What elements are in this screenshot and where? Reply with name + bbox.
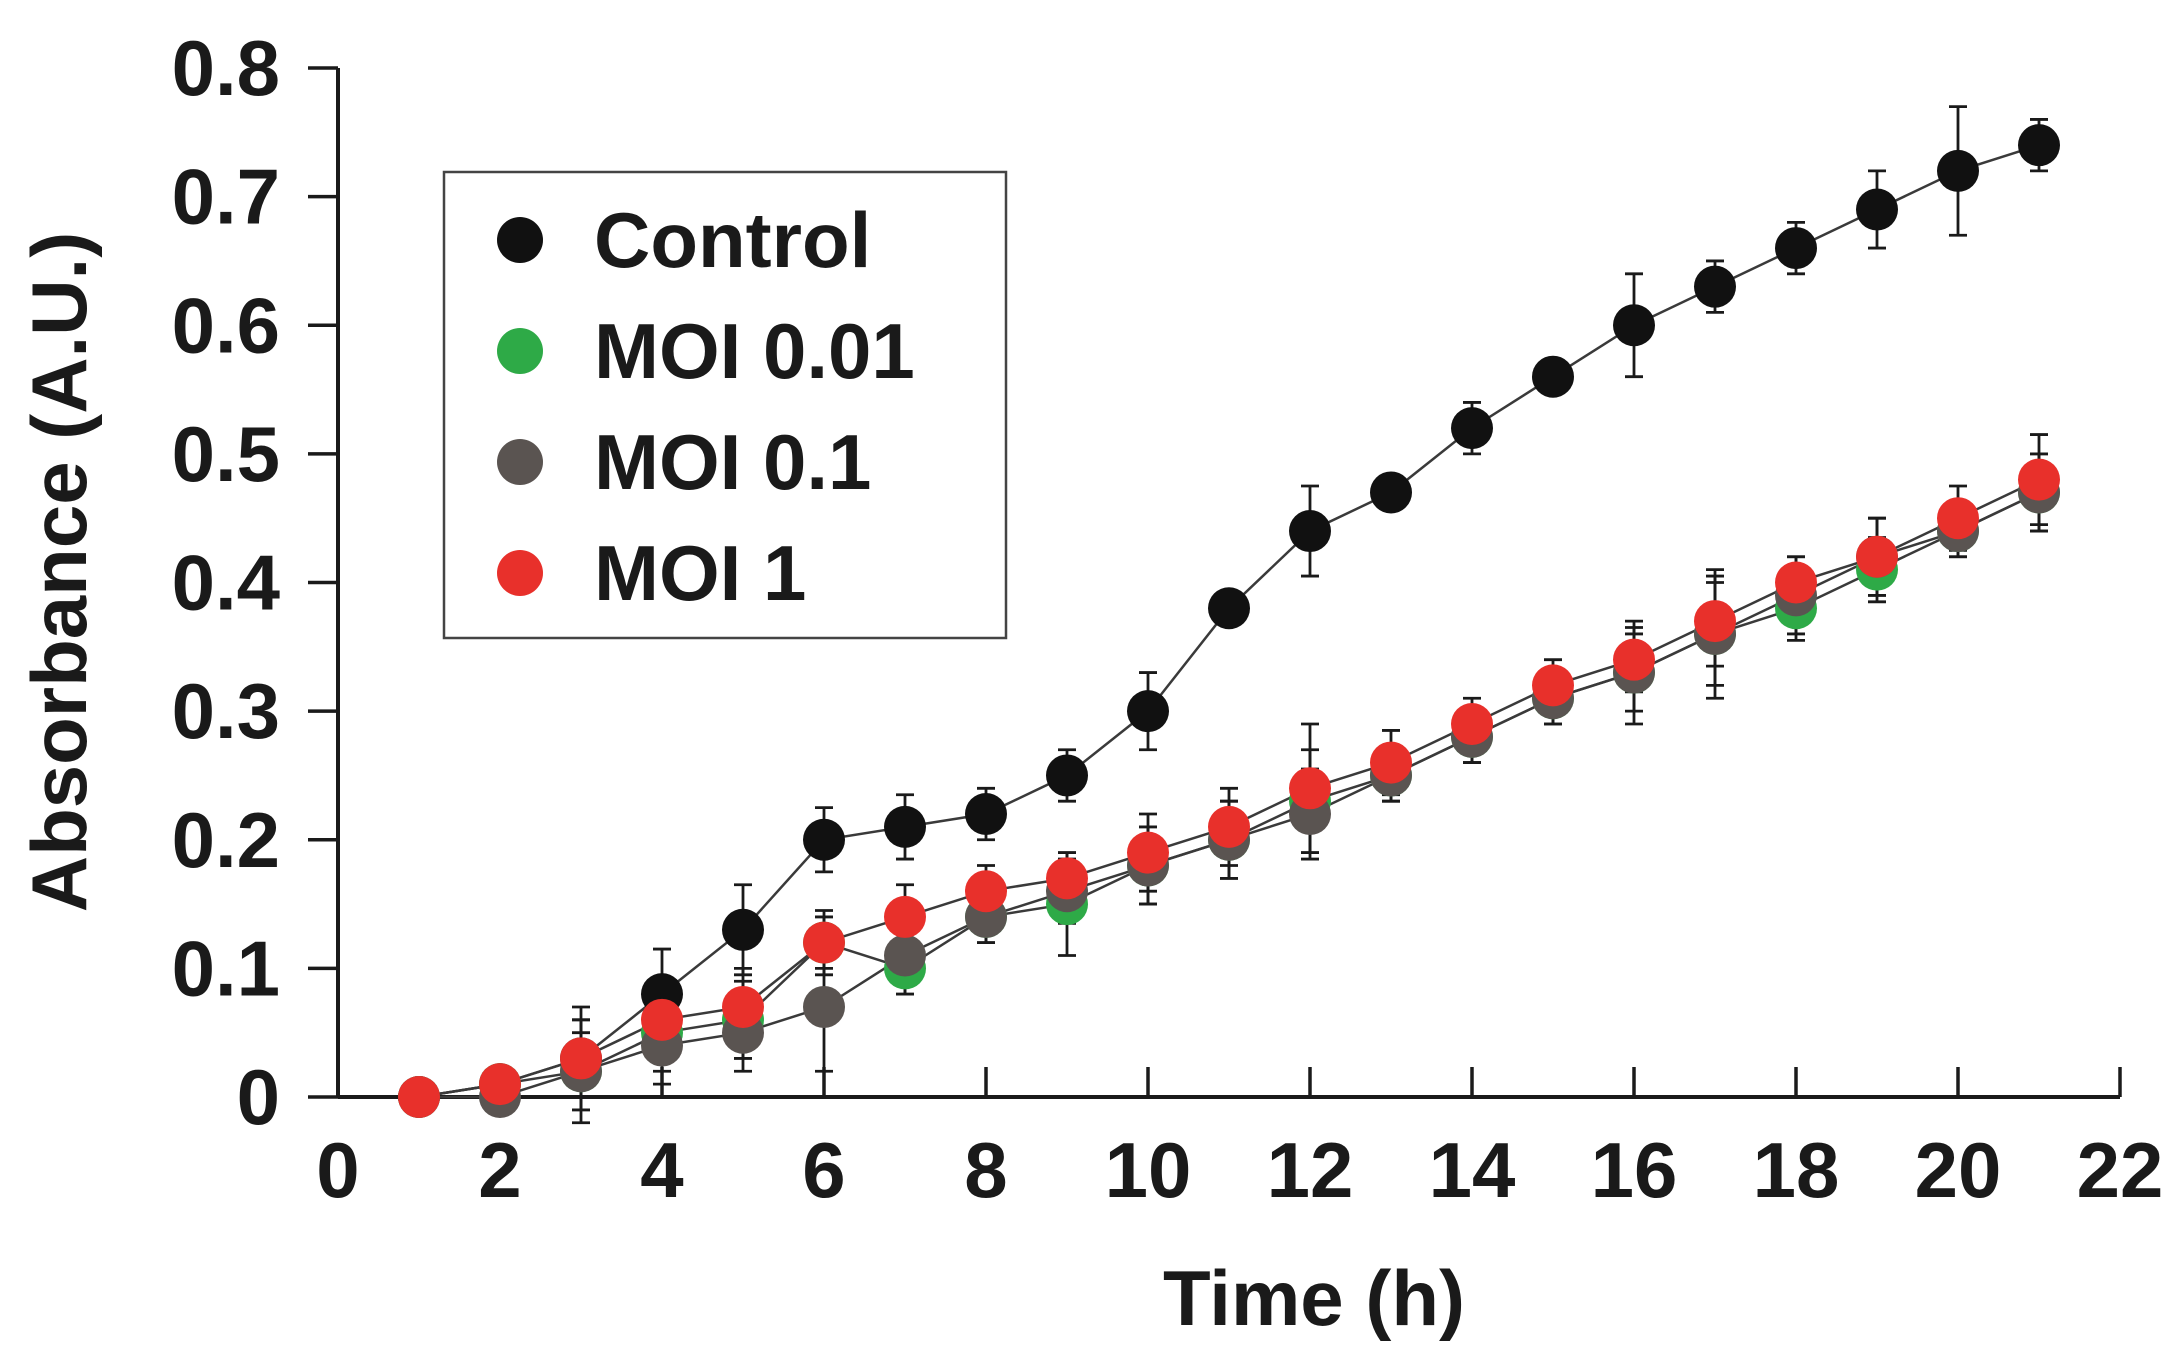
y-axis-title: Absorbance (A.U.) xyxy=(15,232,103,912)
point-control xyxy=(1451,407,1493,450)
x-tick-label: 10 xyxy=(1105,1126,1192,1214)
y-tick-label: 0.2 xyxy=(172,796,280,884)
point-moi-1 xyxy=(1289,767,1331,810)
x-tick-label: 14 xyxy=(1429,1126,1516,1214)
x-tick-label: 8 xyxy=(964,1126,1007,1214)
point-control xyxy=(1856,188,1898,231)
point-moi-1 xyxy=(1613,638,1655,681)
legend-label-moi-0-1: MOI 0.1 xyxy=(594,418,871,506)
point-moi-1 xyxy=(641,998,683,1041)
point-moi-1 xyxy=(398,1076,440,1118)
x-tick-label: 0 xyxy=(316,1126,359,1214)
point-control xyxy=(1289,510,1331,553)
point-control xyxy=(803,818,845,861)
point-control xyxy=(884,805,926,848)
y-tick-label: 0.8 xyxy=(172,24,280,112)
point-control xyxy=(1532,355,1574,398)
point-moi-1 xyxy=(965,870,1007,913)
point-control xyxy=(1937,149,1979,192)
point-control xyxy=(1046,754,1088,797)
point-moi-1 xyxy=(803,921,845,964)
point-control xyxy=(1127,690,1169,733)
point-control xyxy=(1370,471,1412,514)
data-points xyxy=(398,124,2060,1118)
point-moi-0-1 xyxy=(884,934,926,977)
point-moi-1 xyxy=(1208,805,1250,848)
point-moi-1 xyxy=(1775,561,1817,604)
point-control xyxy=(965,793,1007,836)
point-moi-1 xyxy=(1451,702,1493,745)
point-control xyxy=(1775,227,1817,270)
x-tick-label: 22 xyxy=(2077,1126,2164,1214)
point-moi-1 xyxy=(560,1037,602,1080)
point-control xyxy=(1613,304,1655,347)
axes: 0 2 4 6 8 10 12 14 16 18 20 22 0 0.1 0.2 0.3 0.4 0.5 0.6 0.… xyxy=(172,24,2164,1214)
legend-marker-moi-1 xyxy=(497,550,543,596)
legend: Control MOI 0.01 MOI 0.1 MOI 1 xyxy=(442,170,1008,640)
point-control xyxy=(722,908,764,951)
point-moi-1 xyxy=(884,895,926,938)
point-moi-1 xyxy=(1694,600,1736,643)
y-tick-label: 0.1 xyxy=(172,924,280,1012)
point-moi-1 xyxy=(1046,857,1088,900)
point-moi-1 xyxy=(1370,741,1412,784)
x-tick-label: 18 xyxy=(1753,1126,1840,1214)
point-moi-1 xyxy=(722,985,764,1028)
y-tick-label: 0.5 xyxy=(172,410,280,498)
legend-marker-moi-0-01 xyxy=(497,328,543,374)
x-axis-title: Time (h) xyxy=(1163,1254,1465,1342)
point-moi-1 xyxy=(479,1063,521,1106)
x-tick-label: 6 xyxy=(802,1126,845,1214)
legend-label-moi-0-01: MOI 0.01 xyxy=(594,307,915,395)
legend-label-moi-1: MOI 1 xyxy=(594,529,806,617)
legend-marker-moi-0-1 xyxy=(497,439,543,485)
x-tick-label: 20 xyxy=(1915,1126,2002,1214)
y-tick-label: 0 xyxy=(237,1053,280,1141)
point-moi-0-1 xyxy=(803,985,845,1028)
point-moi-1 xyxy=(1127,831,1169,874)
y-tick-label: 0.4 xyxy=(172,539,280,627)
x-tick-label: 2 xyxy=(478,1126,521,1214)
x-tick-label: 16 xyxy=(1591,1126,1678,1214)
x-tick-label: 4 xyxy=(640,1126,683,1214)
point-moi-1 xyxy=(2018,458,2060,501)
point-control xyxy=(1694,265,1736,308)
y-tick-label: 0.6 xyxy=(172,281,280,369)
point-moi-1 xyxy=(1532,664,1574,707)
legend-marker-control xyxy=(497,217,543,263)
y-tick-label: 0.3 xyxy=(172,667,280,755)
point-moi-1 xyxy=(1856,535,1898,578)
point-control xyxy=(1208,587,1250,630)
point-control xyxy=(2018,124,2060,167)
legend-label-control: Control xyxy=(594,196,871,284)
x-tick-label: 12 xyxy=(1267,1126,1354,1214)
y-tick-label: 0.7 xyxy=(172,153,280,241)
point-moi-1 xyxy=(1937,497,1979,540)
